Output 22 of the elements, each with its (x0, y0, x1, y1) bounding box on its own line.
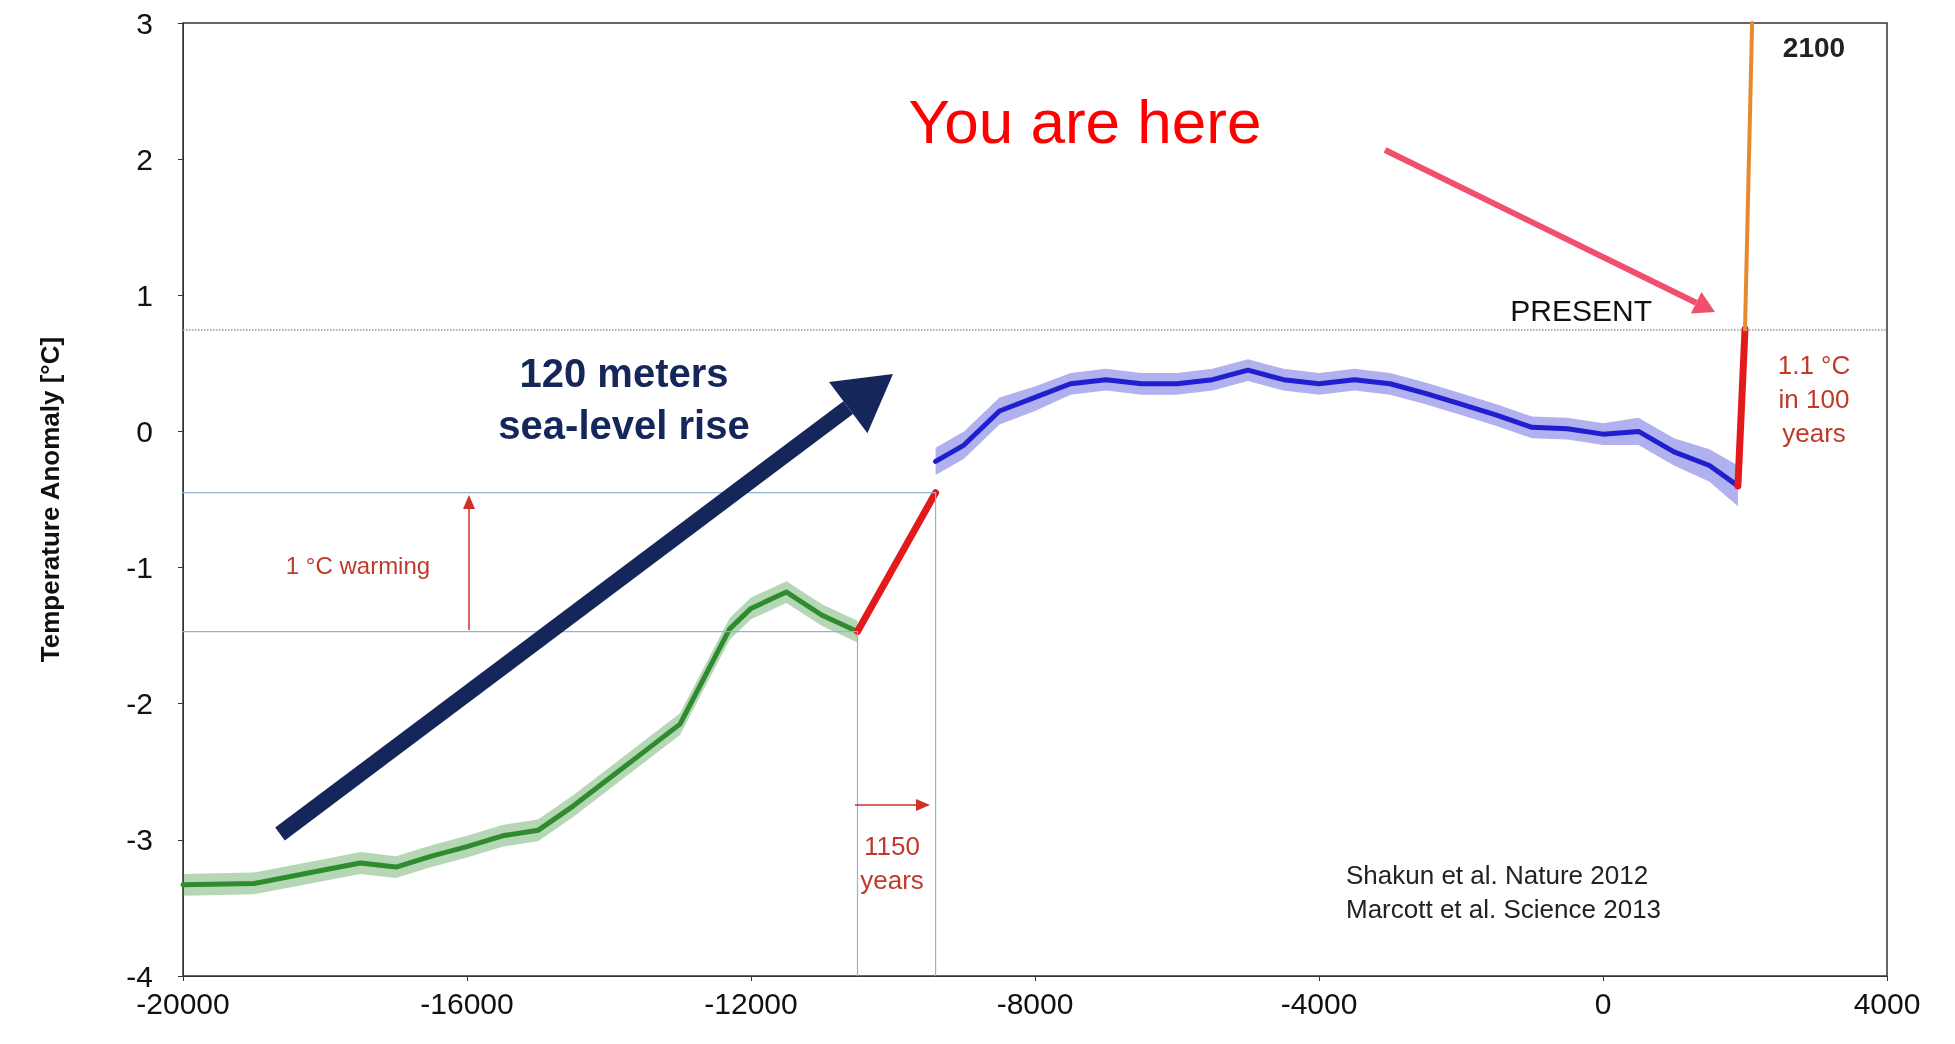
annotation: You are here (908, 86, 1262, 156)
x-tick-label: 0 (1594, 986, 1612, 1020)
annotation: 2100 (1782, 31, 1846, 63)
y-tick-label: 0 (136, 414, 153, 448)
y-tick-label: 2 (136, 142, 153, 176)
y-tick-label: 1 (136, 278, 153, 312)
x-tick-label: -12000 (704, 986, 798, 1020)
annotation: 1.1 °C in 100 years (1777, 350, 1851, 448)
annotation: 120 meters sea-level rise (498, 351, 750, 447)
x-tick-label: 4000 (1853, 986, 1921, 1020)
annotation: Shakun et al. Nature 2012 Marcott et al. Science 2013 (1346, 860, 1662, 924)
annotation: 1150 years (860, 831, 924, 895)
annotation: 1 °C warming (285, 551, 431, 579)
x-tick-label: -4000 (1280, 986, 1358, 1020)
y-tick-label: 3 (136, 6, 153, 40)
y-tick-label: -2 (126, 687, 153, 721)
y-axis-title: Temperature Anomaly [°C] (35, 336, 65, 663)
ref-line-label: PRESENT (1510, 293, 1652, 327)
y-tick-label: -1 (126, 551, 153, 585)
y-tick-label: -3 (126, 823, 153, 857)
x-tick-label: -16000 (420, 986, 514, 1020)
x-tick-label: -8000 (996, 986, 1074, 1020)
